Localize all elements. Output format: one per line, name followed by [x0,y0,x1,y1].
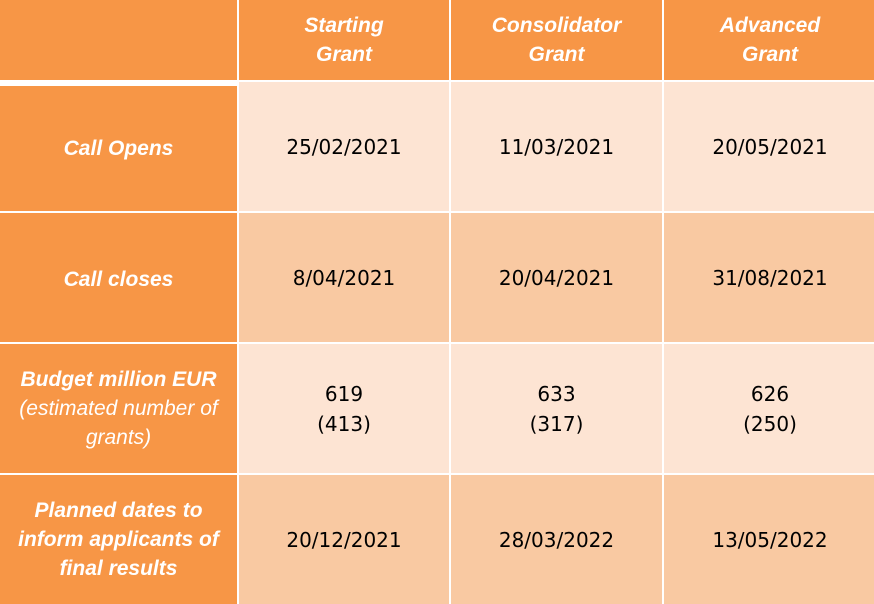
cell-value: (317) [529,411,584,436]
cell-call-closes-advanced: 31/08/2021 [664,213,874,342]
row-label-line: Call closes [63,268,174,291]
row-label-line: inform applicants of [18,528,219,551]
cell-call-closes-consolidator: 20/04/2021 [451,213,662,342]
header-starting-grant: Starting Grant [239,0,449,80]
row-label-line: grants) [85,426,152,449]
cell-call-opens-starting: 25/02/2021 [239,82,449,211]
cell-value: 633 [537,381,576,406]
cell-value: 20/05/2021 [712,134,828,159]
row-label-call-closes: Call closes [0,213,237,342]
header-label-line: Grant [528,43,585,66]
header-label-line: Grant [315,43,372,66]
cell-value: 11/03/2021 [498,134,615,159]
cell-value: 619 [324,381,364,406]
header-label-line: Starting [304,14,384,37]
header-advanced-grant: Advanced Grant [664,0,874,80]
header-consolidator-grant: Consolidator Grant [451,0,662,80]
row-label-budget: Budget million EUR (estimated number of … [0,344,237,473]
cell-budget-advanced: 626 (250) [664,344,874,473]
cell-value: 13/05/2022 [712,527,828,552]
row-label-call-opens: Call Opens [0,82,237,211]
header-label-line: Consolidator [491,14,622,37]
cell-planned-advanced: 13/05/2022 [664,475,874,604]
cell-budget-starting: 619 (413) [239,344,449,473]
row-label-line: final results [59,557,178,580]
row-label-line: Budget million EUR [20,368,217,391]
cell-call-opens-consolidator: 11/03/2021 [451,82,662,211]
cell-value: 25/02/2021 [286,134,402,159]
cell-call-closes-starting: 8/04/2021 [239,213,449,342]
row-label-planned-dates: Planned dates to inform applicants of fi… [0,475,237,604]
cell-value: 31/08/2021 [712,265,828,290]
row-label-line: (estimated number of [19,397,218,420]
cell-value: 20/04/2021 [498,265,615,290]
row-label-line: Call Opens [63,137,174,160]
cell-call-opens-advanced: 20/05/2021 [664,82,874,211]
header-corner-cell [0,0,237,80]
cell-planned-starting: 20/12/2021 [239,475,449,604]
cell-planned-consolidator: 28/03/2022 [451,475,662,604]
cell-value: (250) [743,411,797,436]
row-label-line: Planned dates to [34,499,203,522]
header-label-line: Advanced [719,14,821,37]
cell-budget-consolidator: 633 (317) [451,344,662,473]
cell-value: (413) [317,411,371,436]
cell-value: 20/12/2021 [286,527,402,552]
header-label-line: Grant [741,43,798,66]
cell-value: 626 [750,381,790,406]
cell-value: 28/03/2022 [498,527,615,552]
header-divider [0,82,237,86]
cell-value: 8/04/2021 [292,265,396,290]
